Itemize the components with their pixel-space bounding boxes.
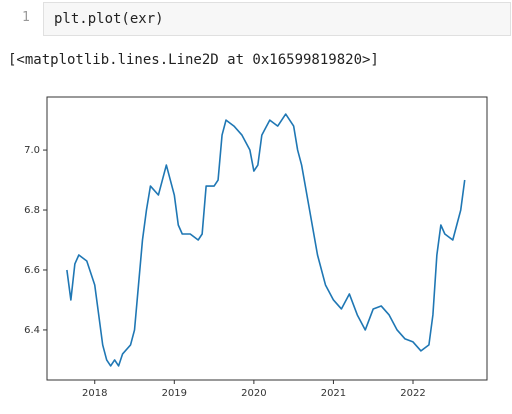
y-tick-label: 6.8 — [24, 205, 40, 216]
code-cell[interactable]: plt.plot(exr) — [43, 2, 511, 36]
line-number: 1 — [22, 10, 30, 25]
x-tick-label: 2018 — [82, 388, 107, 399]
x-tick-label: 2019 — [162, 388, 187, 399]
output-text: [<matplotlib.lines.Line2D at 0x165998198… — [8, 52, 379, 68]
y-tick-label: 6.4 — [24, 325, 40, 336]
y-tick-label: 6.6 — [24, 265, 40, 276]
data-line — [66, 113, 466, 367]
x-tick-label: 2022 — [400, 388, 425, 399]
x-tick-label: 2021 — [321, 388, 346, 399]
axes-frame — [46, 96, 488, 381]
x-tick-label: 2020 — [241, 388, 266, 399]
y-tick-label: 7.0 — [24, 145, 40, 156]
code: plt.plot(exr) — [54, 11, 164, 27]
